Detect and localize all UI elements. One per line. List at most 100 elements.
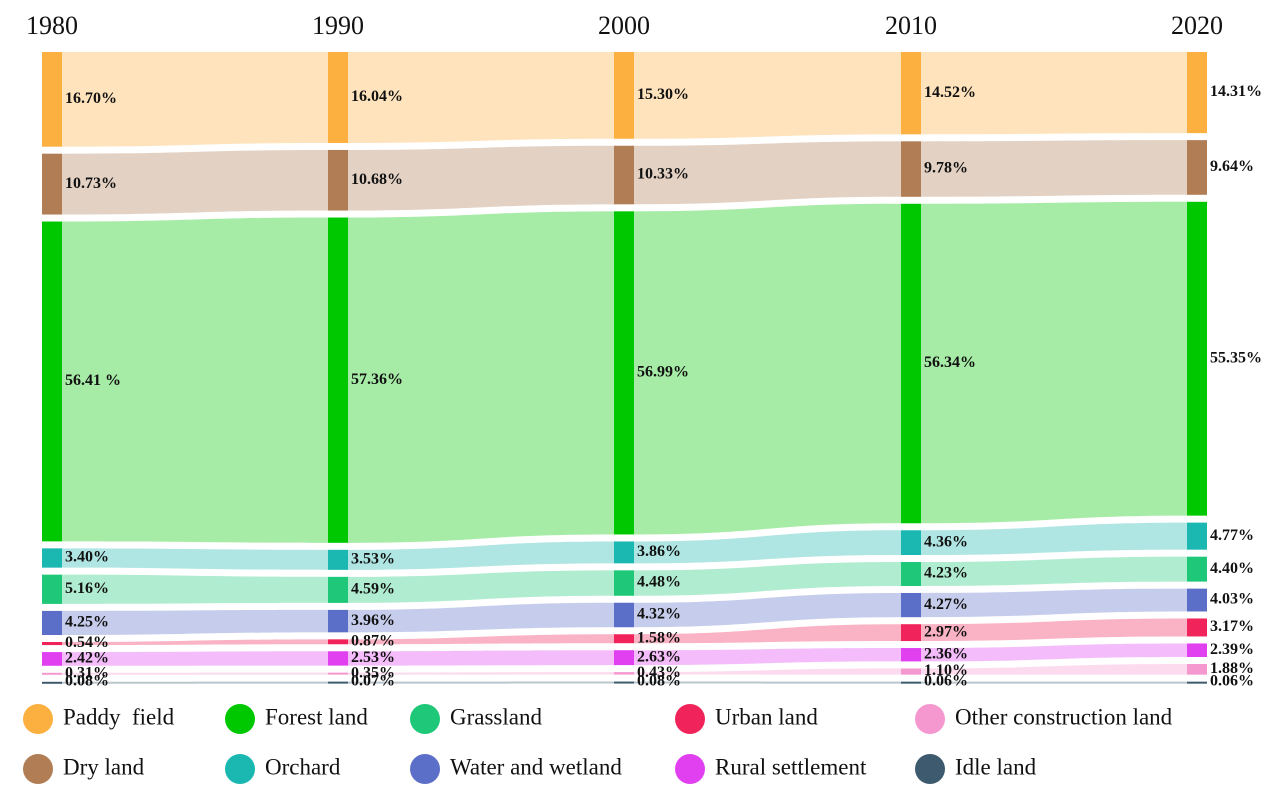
value-label: 55.35% (1210, 349, 1262, 366)
node (901, 648, 921, 662)
flow-band (921, 52, 1187, 135)
node (42, 672, 62, 675)
legend-swatch (915, 704, 945, 734)
flow-band (634, 141, 901, 205)
node (328, 609, 348, 633)
node (1187, 681, 1207, 684)
flow-band (921, 140, 1187, 197)
node (614, 634, 634, 644)
node (328, 149, 348, 211)
value-label: 4.25% (65, 614, 109, 631)
legend-swatch (23, 704, 53, 734)
node (1187, 140, 1207, 195)
flow-band (634, 624, 901, 644)
legend-label: Dry land (63, 754, 145, 779)
value-label: 4.40% (1210, 560, 1254, 577)
node (901, 624, 921, 642)
node (42, 221, 62, 542)
legend-label: Water and wetland (450, 754, 622, 779)
value-label: 2.63% (637, 648, 681, 665)
node (901, 530, 921, 555)
flow-band (62, 609, 328, 636)
value-label: 4.36% (924, 533, 968, 550)
value-label: 0.08% (65, 673, 109, 690)
node (42, 52, 62, 147)
legend-swatch (225, 754, 255, 784)
value-label: 4.77% (1210, 527, 1254, 544)
legend-swatch (410, 754, 440, 784)
value-label: 0.54% (65, 634, 109, 651)
legend-swatch (225, 704, 255, 734)
node (614, 602, 634, 628)
value-label: 56.99% (637, 364, 689, 381)
value-label: 56.34% (924, 354, 976, 371)
value-label: 0.06% (1210, 673, 1254, 690)
legend-label: Urban land (715, 704, 818, 729)
node (901, 561, 921, 586)
value-label: 2.36% (924, 645, 968, 662)
flow-band (62, 548, 328, 570)
legend-label: Idle land (955, 754, 1037, 779)
node (42, 153, 62, 215)
node (901, 681, 921, 684)
value-label: 3.53% (351, 551, 395, 568)
value-label: 0.43% (637, 664, 681, 681)
year-label: 2020 (1171, 11, 1223, 40)
flow-band (348, 541, 614, 570)
node (614, 145, 634, 205)
legend-swatch (675, 754, 705, 784)
flow-band (62, 217, 328, 543)
flow-band (62, 52, 328, 147)
legend-swatch (23, 754, 53, 784)
flow-band (634, 648, 901, 666)
flow-band (348, 634, 614, 645)
year-label: 2010 (885, 11, 937, 40)
flow-band (634, 52, 901, 139)
value-label: 0.35% (351, 664, 395, 681)
flow-band (921, 664, 1187, 675)
node (328, 217, 348, 543)
flow-band (62, 672, 328, 675)
flow-band (62, 149, 328, 215)
value-label: 9.64% (1210, 158, 1254, 175)
node (901, 141, 921, 197)
value-label: 1.88% (1210, 660, 1254, 677)
node (328, 639, 348, 645)
value-label: 10.68% (351, 171, 403, 188)
year-label: 1990 (312, 11, 364, 40)
node (1187, 556, 1207, 582)
value-label: 4.32% (637, 606, 681, 623)
node (614, 681, 634, 684)
legend-label: Paddy field (63, 704, 175, 729)
node (1187, 643, 1207, 658)
value-label: 9.78% (924, 160, 968, 177)
flow-band (634, 592, 901, 628)
node (901, 592, 921, 618)
legend-swatch (675, 704, 705, 734)
value-label: 1.58% (637, 629, 681, 646)
node (328, 681, 348, 684)
node (614, 570, 634, 596)
flow-band (921, 588, 1187, 618)
legend-label: Forest land (265, 704, 368, 729)
legend-label: Grassland (450, 704, 542, 729)
value-label: 2.42% (65, 650, 109, 667)
flow-band (634, 530, 901, 564)
value-label: 0.31% (65, 664, 109, 681)
year-label: 1980 (26, 11, 78, 40)
value-label: 14.31% (1210, 83, 1262, 100)
node (901, 52, 921, 135)
value-label: 10.73% (65, 175, 117, 192)
node (328, 672, 348, 675)
value-label: 4.27% (924, 596, 968, 613)
value-label: 3.86% (637, 543, 681, 560)
flow-band (634, 681, 901, 684)
node (42, 642, 62, 646)
node (614, 672, 634, 675)
flow-band (634, 561, 901, 596)
value-label: 0.87% (351, 632, 395, 649)
legend-swatch (915, 754, 945, 784)
node (901, 668, 921, 675)
flow-band (921, 522, 1187, 555)
flow-band (348, 672, 614, 675)
